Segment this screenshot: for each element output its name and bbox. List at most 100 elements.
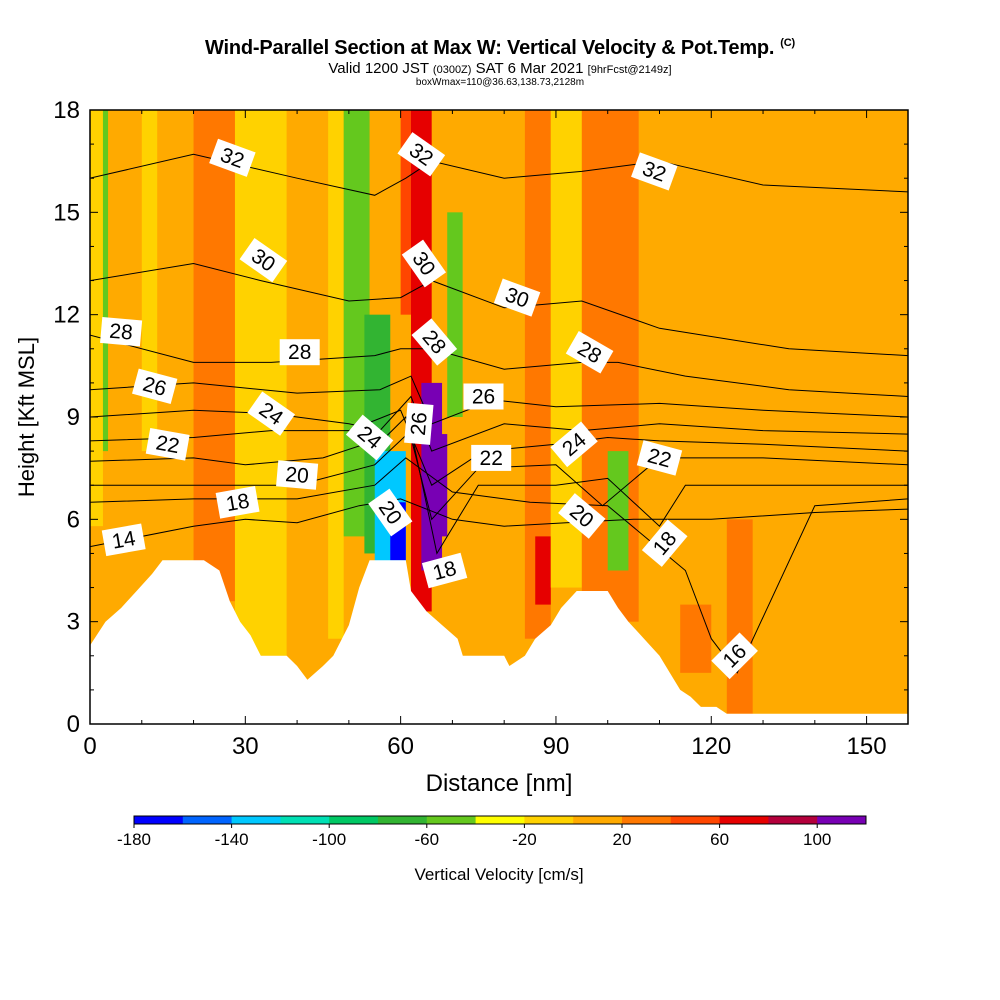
contour-label-text: 22: [154, 431, 181, 458]
colorbar-swatch: [182, 816, 233, 824]
velocity-band: [157, 110, 194, 561]
velocity-band: [328, 110, 344, 639]
contour-label: 22: [145, 428, 190, 461]
velocity-band: [141, 110, 158, 452]
contour-label-text: 20: [284, 463, 309, 488]
colorbar-swatch: [280, 816, 330, 824]
colorbar-swatch: [719, 816, 769, 824]
colorbar-swatch: [573, 816, 623, 824]
contour-label-text: 26: [407, 411, 432, 436]
terrain-profile: [90, 560, 908, 724]
velocity-band: [431, 434, 448, 537]
contour-label-text: 18: [224, 489, 251, 516]
colorbar-swatch: [378, 816, 428, 824]
contour-label-bg: [636, 440, 683, 476]
x-tick-label: 30: [232, 733, 259, 760]
contour-label-bg: [471, 444, 512, 471]
contour-label-bg: [209, 138, 256, 177]
colorbar-frame: [133, 815, 867, 825]
colorbar-tick-label: -140: [215, 830, 249, 849]
y-tick-label: 18: [53, 97, 80, 124]
valid-main: Valid 1200 JST: [328, 60, 429, 77]
terrain-mask: [90, 560, 908, 724]
contour-label-text: 28: [288, 341, 311, 364]
colorbar-swatch: [817, 816, 867, 824]
x-tick-label: 0: [83, 733, 96, 760]
colorbar-swatch: [524, 816, 574, 824]
contour-label-bg: [711, 632, 758, 680]
contour-label-bg: [401, 239, 447, 288]
contour-label: 30: [493, 278, 541, 317]
contour-label-bg: [411, 318, 458, 366]
axis-ticks: 0 30 60 90 120 150 0 3 6 9 12 15 18: [53, 97, 908, 760]
box-info: boxWmax=110@36.63,138.73,2128m: [415, 77, 585, 88]
contour-label-bg: [132, 368, 178, 405]
contour-label-text: 14: [110, 527, 137, 554]
y-tick-label: 9: [67, 404, 80, 431]
velocity-band: [447, 212, 463, 417]
forecast-info: [9hrFcst@2149z]: [587, 64, 672, 76]
contour-label: 22: [636, 440, 683, 476]
colorbar: -180 -140 -100 -60 -20 20 60 100: [117, 815, 867, 849]
y-tick-label: 6: [67, 506, 80, 533]
colorbar-swatch: [768, 816, 818, 824]
isentrope-16: [90, 457, 908, 674]
contour-label: 22: [471, 444, 512, 471]
valid-utc: (0300Z): [432, 64, 472, 76]
contour-label-bg: [368, 488, 413, 537]
contour-label-bg: [145, 428, 190, 461]
colorbar-tick-label: 100: [803, 830, 831, 849]
colorbar-tick-label: -180: [117, 830, 151, 849]
contour-label-bg: [239, 237, 288, 283]
contour-label: 28: [279, 339, 320, 366]
velocity-band: [90, 110, 103, 527]
colorbar-swatch: [670, 816, 721, 824]
contour-label-bg: [558, 493, 606, 539]
y-tick-label: 3: [67, 609, 80, 636]
velocity-band: [607, 451, 629, 571]
y-tick-label: 12: [53, 302, 80, 329]
contour-label-text: 26: [472, 386, 495, 409]
colorbar-label: Vertical Velocity [cm/s]: [414, 865, 583, 884]
colorbar-swatch: [622, 816, 672, 824]
x-axis-label: Distance [nm]: [426, 770, 573, 797]
contour-label: 26: [404, 402, 434, 445]
valid-date: SAT 6 Mar 2021: [475, 60, 584, 77]
isentrope-14: [90, 498, 908, 548]
contour-label-bg: [279, 339, 320, 366]
contour-label-bg: [565, 330, 614, 374]
contour-label: 18: [421, 552, 468, 589]
contour-label-bg: [463, 383, 504, 410]
colorbar-tick-label: 20: [613, 830, 632, 849]
isentrope-28: [90, 334, 908, 397]
contour-label: 32: [209, 138, 256, 177]
contour-label-bg: [550, 421, 598, 468]
velocity-band: [102, 110, 109, 452]
contour-label-bg: [101, 523, 146, 557]
colorbar-swatch: [329, 816, 379, 824]
contour-label-bg: [276, 460, 319, 490]
isentrope-22: [90, 409, 908, 486]
colorbar-tick-label: -60: [415, 830, 440, 849]
velocity-band: [193, 110, 235, 602]
chart-subtitle: Valid 1200 JST (0300Z) SAT 6 Mar 2021 [9…: [0, 60, 1000, 77]
colorbar-tick-label: -100: [312, 830, 346, 849]
chart-title: Wind-Parallel Section at Max W: Vertical…: [205, 37, 795, 59]
velocity-band: [286, 110, 329, 680]
contour-label: 20: [276, 460, 319, 490]
contour-label: 14: [101, 523, 146, 557]
colorbar-swatch: [475, 816, 525, 824]
colorbar-tick-label: -20: [512, 830, 537, 849]
contour-label-bg: [631, 152, 678, 191]
contour-label: 28: [100, 317, 143, 347]
contour-label-bg: [100, 317, 143, 347]
velocity-band: [535, 536, 551, 605]
copyright-mark: (C): [780, 37, 795, 49]
x-tick-label: 120: [691, 733, 731, 760]
velocity-band: [462, 110, 525, 656]
contour-label-bg: [404, 402, 434, 445]
colorbar-tick-label: 60: [710, 830, 729, 849]
y-tick-label: 15: [53, 199, 80, 226]
colorbar-swatch: [426, 816, 477, 824]
